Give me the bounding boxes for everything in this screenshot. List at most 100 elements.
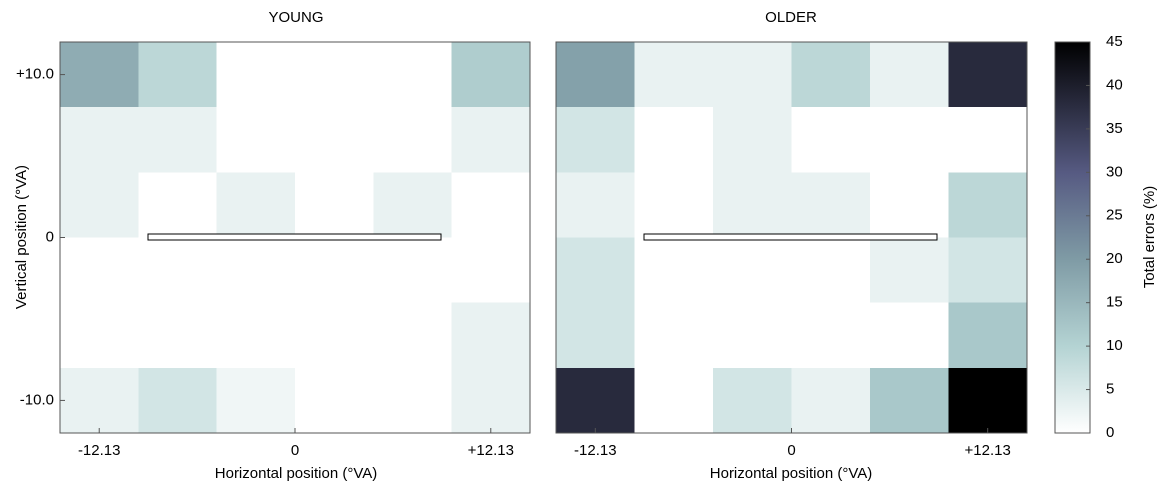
heatmap-cell	[451, 237, 531, 304]
heatmap-cell	[712, 172, 792, 238]
heatmap-cell	[791, 107, 871, 173]
heatmap-cell	[870, 107, 949, 173]
colorbar-tick-label: 30	[1106, 163, 1123, 180]
heatmap-cell	[556, 367, 636, 434]
x-tick-label: 0	[787, 442, 795, 459]
heatmap-cell	[948, 107, 1028, 173]
heatmap-cell	[60, 367, 139, 434]
heatmap-cell	[295, 107, 374, 173]
heatmap-cell	[791, 172, 871, 238]
heatmap-cell	[138, 107, 218, 173]
colorbar-tick-label: 0	[1106, 424, 1114, 441]
heatmap-cell	[870, 237, 949, 304]
heatmap-cell	[295, 302, 374, 369]
heatmap-cell	[556, 302, 636, 369]
heatmap-cell	[60, 107, 139, 173]
stimulus-bar	[643, 233, 938, 241]
heatmap-cell	[138, 172, 218, 238]
heatmap-cell	[373, 172, 453, 238]
x-tick-label: +12.13	[965, 442, 1011, 459]
panel-title: YOUNG	[268, 9, 323, 26]
heatmap-cell	[634, 172, 714, 238]
heatmap-cell	[451, 107, 531, 173]
heatmap-cell	[451, 172, 531, 238]
heatmap-cell	[216, 107, 296, 173]
heatmap-cell	[556, 107, 636, 173]
heatmap-cell	[295, 172, 374, 238]
x-tick-label: -12.13	[78, 442, 121, 459]
x-axis-label: Horizontal position (°VA)	[215, 465, 377, 482]
heatmap-cell	[216, 172, 296, 238]
heatmap-cell	[948, 237, 1028, 304]
y-tick-label: 0	[46, 228, 54, 245]
heatmap-cell	[138, 367, 218, 434]
heatmap-cell	[138, 237, 218, 304]
heatmap-cell	[791, 237, 871, 304]
heatmap-cell	[712, 367, 792, 434]
heatmap-cell	[295, 42, 374, 108]
heatmap-cell	[634, 237, 714, 304]
heatmap-cell	[373, 302, 453, 369]
heatmap-cell	[295, 367, 374, 434]
heatmap-cell	[556, 42, 636, 108]
x-tick-label: 0	[291, 442, 299, 459]
heatmap-cell	[556, 172, 636, 238]
heatmap-cell	[634, 42, 714, 108]
heatmap-cell	[556, 237, 636, 304]
heatmap-cell	[791, 367, 871, 434]
x-axis-label: Horizontal position (°VA)	[710, 465, 872, 482]
heatmap-cell	[948, 302, 1028, 369]
colorbar-label: Total errors (%)	[1141, 186, 1158, 289]
heatmap-cell	[295, 237, 374, 304]
colorbar-tick-label: 5	[1106, 381, 1114, 398]
colorbar-tick-label: 45	[1106, 33, 1123, 50]
heatmap-cell	[712, 42, 792, 108]
heatmap-cell	[60, 302, 139, 369]
y-axis-label: Vertical position (°VA)	[13, 165, 30, 309]
heatmap-cell	[634, 367, 714, 434]
heatmap-cell	[451, 302, 531, 369]
heatmap-cell	[948, 367, 1028, 434]
heatmap-cell	[216, 237, 296, 304]
panel-title: OLDER	[765, 9, 817, 26]
colorbar-tick-label: 15	[1106, 294, 1123, 311]
colorbar-tick-label: 10	[1106, 337, 1123, 354]
heatmap-cell	[712, 107, 792, 173]
heatmap-cell	[373, 237, 453, 304]
heatmap-cell	[60, 42, 139, 108]
heatmap-cell	[60, 172, 139, 238]
heatmap-cell	[451, 42, 531, 108]
heatmap-cell	[791, 302, 871, 369]
x-tick-label: +12.13	[468, 442, 514, 459]
heatmap-cell	[870, 42, 949, 108]
x-tick-label: -12.13	[574, 442, 617, 459]
colorbar-tick-label: 20	[1106, 250, 1123, 267]
heatmap-cell	[870, 302, 949, 369]
y-tick-label: +10.0	[16, 66, 54, 83]
heatmap-cell	[634, 302, 714, 369]
heatmap-cell	[216, 42, 296, 108]
heatmap-cell	[138, 302, 218, 369]
heatmap-cell	[870, 367, 949, 434]
colorbar-tick-label: 25	[1106, 207, 1123, 224]
heatmap-cell	[712, 237, 792, 304]
heatmap-cell	[373, 42, 453, 108]
heatmap-cell	[216, 367, 296, 434]
heatmap-cell	[712, 302, 792, 369]
heatmap-cell	[948, 42, 1028, 108]
heatmap-cell	[791, 42, 871, 108]
heatmap-cell	[60, 237, 139, 304]
colorbar-tick-label: 35	[1106, 120, 1123, 137]
heatmap-cell	[216, 302, 296, 369]
heatmap-cell	[948, 172, 1028, 238]
heatmap-cell	[373, 107, 453, 173]
colorbar-tick-label: 40	[1106, 76, 1123, 93]
heatmap-cell	[373, 367, 453, 434]
heatmap-cell	[451, 367, 531, 434]
heatmap-cell	[870, 172, 949, 238]
heatmap-cell	[634, 107, 714, 173]
heatmap-cell	[138, 42, 218, 108]
colorbar	[1054, 41, 1091, 434]
stimulus-bar	[147, 233, 442, 241]
